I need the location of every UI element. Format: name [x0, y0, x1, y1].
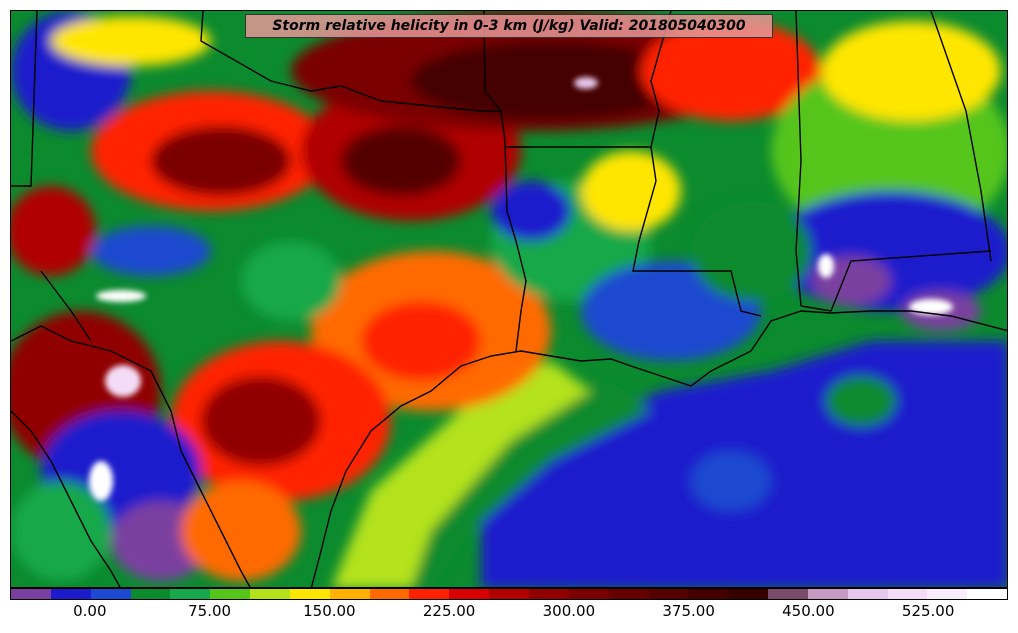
colorbar-segment	[568, 589, 609, 599]
colorbar-segment	[967, 589, 1008, 599]
colorbar-segment	[768, 589, 808, 599]
map-title-box: Storm relative helicity in 0-3 km (J/kg)…	[245, 14, 773, 38]
helicity-map	[11, 11, 1007, 587]
colorbar-segment	[449, 589, 490, 599]
colorbar-segment	[170, 589, 211, 599]
colorbar-segment	[90, 589, 131, 599]
colorbar-tick-label: 150.00	[303, 602, 356, 620]
colorbar-segment	[489, 589, 529, 599]
colorbar-segment	[369, 589, 410, 599]
map-title: Storm relative helicity in 0-3 km (J/kg)…	[272, 18, 746, 34]
colorbar-segment	[210, 589, 251, 599]
colorbar-segment	[409, 589, 450, 599]
helicity-maxima	[89, 77, 953, 501]
colorbar-tick-label: 75.00	[188, 602, 232, 620]
colorbar-segment	[329, 589, 370, 599]
colorbar-segment	[528, 589, 569, 599]
colorbar-segment	[807, 589, 848, 599]
colorbar-tick-label: 300.00	[542, 602, 596, 620]
colorbar-tick-label: 0.00	[73, 602, 107, 620]
colorbar-segment	[847, 589, 888, 599]
colorbar-tick-label: 525.00	[901, 602, 955, 620]
colorbar-segment	[688, 589, 729, 599]
colorbar-segment	[887, 589, 928, 599]
colorbar-segment	[130, 589, 171, 599]
colorbar-segment	[50, 589, 91, 599]
colorbar	[10, 588, 1008, 600]
colorbar-segment	[250, 589, 290, 599]
colorbar-segment	[927, 589, 968, 599]
coastline	[310, 310, 1007, 587]
state-boundaries	[11, 11, 992, 587]
colorbar-segment	[11, 589, 51, 599]
colorbar-tick-label: 375.00	[662, 602, 715, 620]
helicity-field	[11, 11, 1007, 587]
map-panel	[10, 10, 1008, 588]
colorbar-ticks: 0.00 75.00 150.00 225.00 300.00 375.00 450.00 5…	[10, 602, 1008, 624]
colorbar-segment	[648, 589, 689, 599]
colorbar-segment	[728, 589, 769, 599]
colorbar-tick-label: 450.00	[782, 602, 835, 620]
colorbar-segment	[608, 589, 649, 599]
colorbar-segment	[289, 589, 330, 599]
colorbar-tick-label: 225.00	[422, 602, 476, 620]
